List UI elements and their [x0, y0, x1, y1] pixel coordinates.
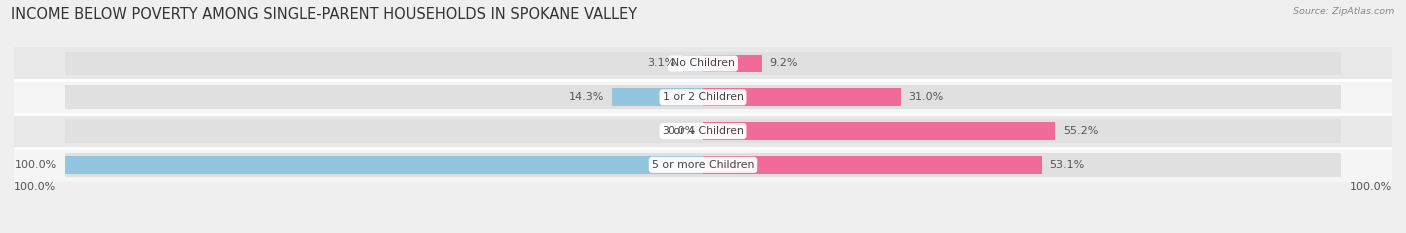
Text: 1 or 2 Children: 1 or 2 Children: [662, 92, 744, 102]
Text: 100.0%: 100.0%: [14, 182, 56, 192]
Bar: [703, 119, 1341, 143]
Bar: [65, 153, 703, 177]
Text: 14.3%: 14.3%: [569, 92, 605, 102]
Bar: [14, 114, 1392, 148]
Text: 3.1%: 3.1%: [647, 58, 675, 69]
Bar: [612, 89, 703, 106]
Bar: [703, 122, 1054, 140]
Bar: [703, 156, 1042, 174]
Bar: [683, 55, 703, 72]
Bar: [703, 55, 762, 72]
Text: INCOME BELOW POVERTY AMONG SINGLE-PARENT HOUSEHOLDS IN SPOKANE VALLEY: INCOME BELOW POVERTY AMONG SINGLE-PARENT…: [11, 7, 637, 22]
Bar: [14, 47, 1392, 80]
Text: Source: ZipAtlas.com: Source: ZipAtlas.com: [1294, 7, 1395, 16]
Bar: [703, 52, 1341, 75]
Text: 9.2%: 9.2%: [769, 58, 797, 69]
Text: 3 or 4 Children: 3 or 4 Children: [662, 126, 744, 136]
Bar: [65, 156, 703, 174]
Text: 55.2%: 55.2%: [1063, 126, 1098, 136]
Text: No Children: No Children: [671, 58, 735, 69]
Text: 0.0%: 0.0%: [666, 126, 696, 136]
Bar: [703, 89, 901, 106]
Text: 100.0%: 100.0%: [15, 160, 58, 170]
Bar: [14, 148, 1392, 182]
Bar: [703, 86, 1341, 109]
Bar: [65, 52, 703, 75]
Text: 31.0%: 31.0%: [908, 92, 943, 102]
Text: 100.0%: 100.0%: [1350, 182, 1392, 192]
Bar: [65, 119, 703, 143]
Bar: [703, 153, 1341, 177]
Text: 53.1%: 53.1%: [1049, 160, 1084, 170]
Bar: [65, 86, 703, 109]
Bar: [14, 80, 1392, 114]
Text: 5 or more Children: 5 or more Children: [652, 160, 754, 170]
